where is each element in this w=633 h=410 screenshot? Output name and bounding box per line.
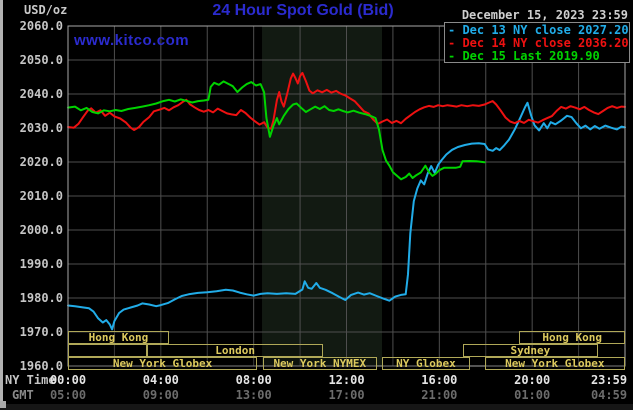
y-tick-label: 2050.0 [19,53,63,67]
y-tick-label: 1960.0 [19,359,63,373]
plot-frame [67,25,626,367]
y-tick-label: 2030.0 [19,121,63,135]
legend-item: - Dec 15 Last 2019.90 [448,49,600,63]
legend-item: - Dec 13 NY close 2027.20 [448,23,629,37]
price-line-series-1 [67,71,626,131]
window-left-edge [0,0,3,410]
price-line-series-2 [67,80,486,181]
x-tick-ny-time: 04:00 [142,373,179,387]
legend: - Dec 13 NY close 2027.20 - Dec 14 NY cl… [444,22,630,63]
x-tick-gmt: 01:00 [514,388,551,402]
window-corner-notch [0,401,6,408]
x-tick-gmt: 21:00 [421,388,458,402]
y-tick-label: 2000.0 [19,223,63,237]
y-tick-label: 1970.0 [19,325,63,339]
session-box-london: London [146,344,324,357]
x-tick-ny-time: 12:00 [328,373,365,387]
y-tick-label: 2060.0 [19,19,63,33]
session-box-new-york-nymex: New York NYMEX [262,357,377,370]
x-tick-ny-time: 00:00 [49,373,87,387]
x-tick-gmt: 13:00 [235,388,272,402]
y-axis-unit-label: USD/oz [24,3,68,17]
gmt-axis-label: GMT [12,388,34,402]
kitco-watermark-link[interactable]: www.kitco.com [74,32,190,49]
x-tick-gmt: 05:00 [49,388,87,402]
legend-item: - Dec 14 NY close 2036.20 [448,36,629,50]
y-tick-label: 2020.0 [19,155,63,169]
page-title: 24 Hour Spot Gold (Bid) [212,2,394,19]
window-bottom-edge [0,404,633,410]
price-line-series-0 [67,101,626,331]
session-box-sydney: Sydney [462,344,599,357]
session-box-hong-kong: Hong Kong [68,331,169,344]
x-tick-ny-time: 16:00 [421,373,458,387]
x-tick-gmt: 09:00 [142,388,179,402]
chart-datetime: December 15, 2023 23:59 [461,8,628,22]
x-tick-gmt: 17:00 [328,388,365,402]
ny-time-axis-label: NY Time [5,373,56,387]
x-tick-ny-time: 23:59 [590,373,628,387]
session-box-ny-globex: NY Globex [382,357,470,370]
y-tick-label: 1980.0 [19,291,63,305]
session-box-hong-kong: Hong Kong [519,331,625,344]
session-box-new-york-globex: New York Globex [484,357,625,370]
y-tick-label: 2010.0 [19,189,63,203]
x-tick-ny-time: 08:00 [235,373,272,387]
session-box-unlabeled [68,344,147,357]
y-tick-label: 1990.0 [19,257,63,271]
session-box-new-york-globex: New York Globex [68,357,258,370]
x-tick-ny-time: 20:00 [514,373,551,387]
x-tick-gmt: 04:59 [590,388,628,402]
y-tick-label: 2040.0 [19,87,63,101]
